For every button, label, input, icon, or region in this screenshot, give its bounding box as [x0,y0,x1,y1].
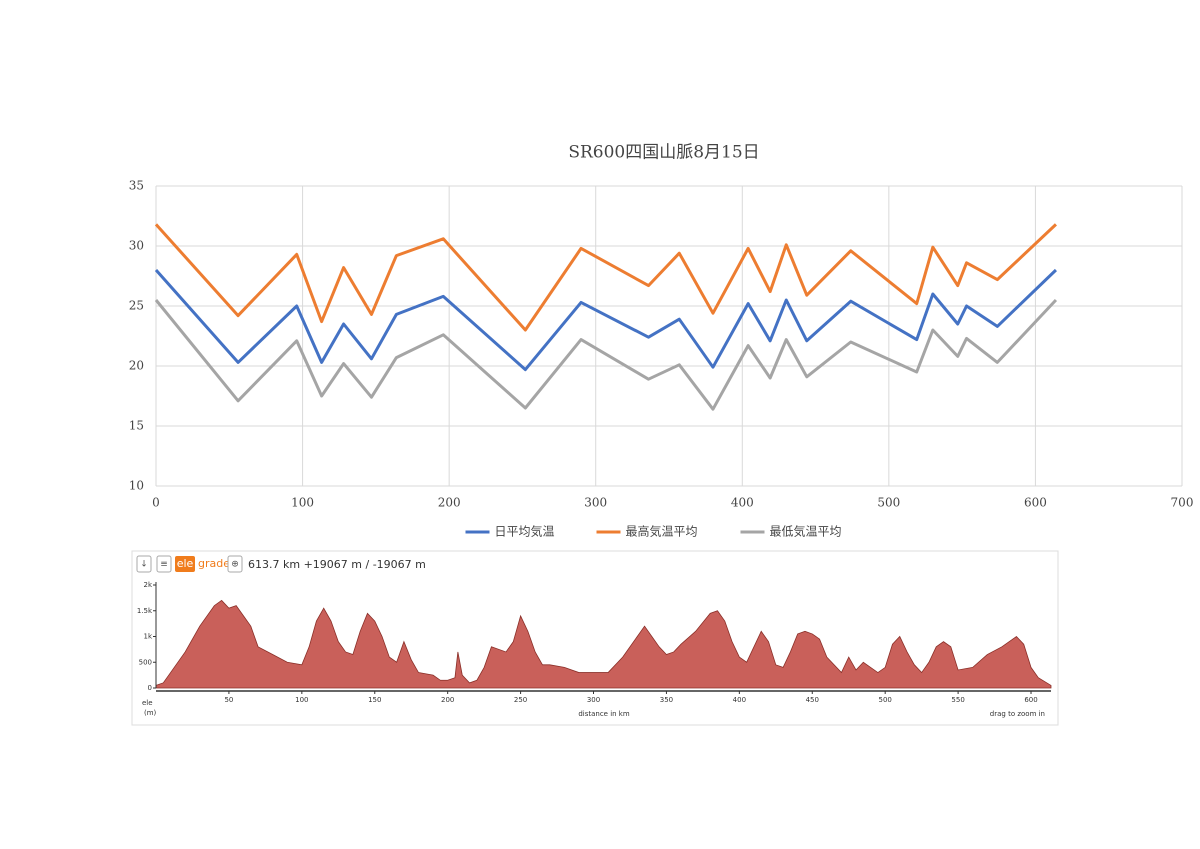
y-tick-label: 25 [129,299,144,313]
x-tick-label: 150 [368,696,381,704]
grade-button-label[interactable]: grade [198,557,230,570]
x-tick-label: 100 [295,696,308,704]
y-tick-label: 2k [143,581,152,589]
legend-label: 最低気温平均 [770,524,842,539]
x-tick-label: 550 [951,696,964,704]
x-tick-label: 500 [878,696,891,704]
y-tick-label: 1k [143,633,152,641]
x-tick-label: 700 [1171,496,1194,510]
x-tick-label: 350 [660,696,673,704]
x-tick-label: 0 [152,496,160,510]
route-summary: 613.7 km +19067 m / -19067 m [248,558,426,571]
y-tick-label: 35 [129,179,144,193]
zoom-icon: ⊕ [231,560,239,570]
chart-title: SR600四国山脈8月15日 [568,143,759,163]
elevation-panel [131,550,1059,726]
zoom-hint: drag to zoom in [990,710,1045,718]
series-line [154,298,1058,411]
y-tick-label: 10 [129,479,144,493]
ele-button-label: ele [177,557,194,570]
y-tick-label: 0 [148,684,152,692]
x-tick-label: 500 [877,496,900,510]
y-tick-label: 500 [139,658,152,666]
x-tick-label: 450 [806,696,819,704]
ele-button[interactable] [175,556,195,572]
x-tick-label: 600 [1024,496,1047,510]
x-tick-label: 600 [1024,696,1037,704]
x-tick-label: 300 [584,496,607,510]
zoom-button[interactable] [227,555,243,573]
collapse-button[interactable] [136,555,152,573]
legend-label: 日平均気温 [495,524,555,539]
x-tick-label: 400 [731,496,754,510]
menu-icon: ≡ [160,560,168,570]
legend-label: 最高気温平均 [626,524,698,539]
x-tick-label: 400 [733,696,746,704]
x-tick-label: 100 [291,496,314,510]
y-tick-label: 30 [129,239,144,253]
y-tick-label: 15 [129,419,144,433]
x-axis-label: distance in km [578,710,630,718]
y-tick-label: 20 [129,359,144,373]
y-axis-unit: (m) [144,709,157,717]
x-tick-label: 250 [514,696,527,704]
x-tick-label: 300 [587,696,600,704]
elevation-area [155,599,1052,689]
series-line [154,268,1057,372]
x-tick-label: 200 [441,696,454,704]
series-line [154,223,1057,332]
x-tick-label: 200 [438,496,461,510]
menu-button[interactable] [156,555,172,573]
collapse-icon: ↓ [140,560,148,570]
y-axis-label: ele [142,699,153,707]
x-tick-label: 50 [224,696,233,704]
y-tick-label: 1.5k [137,607,153,615]
